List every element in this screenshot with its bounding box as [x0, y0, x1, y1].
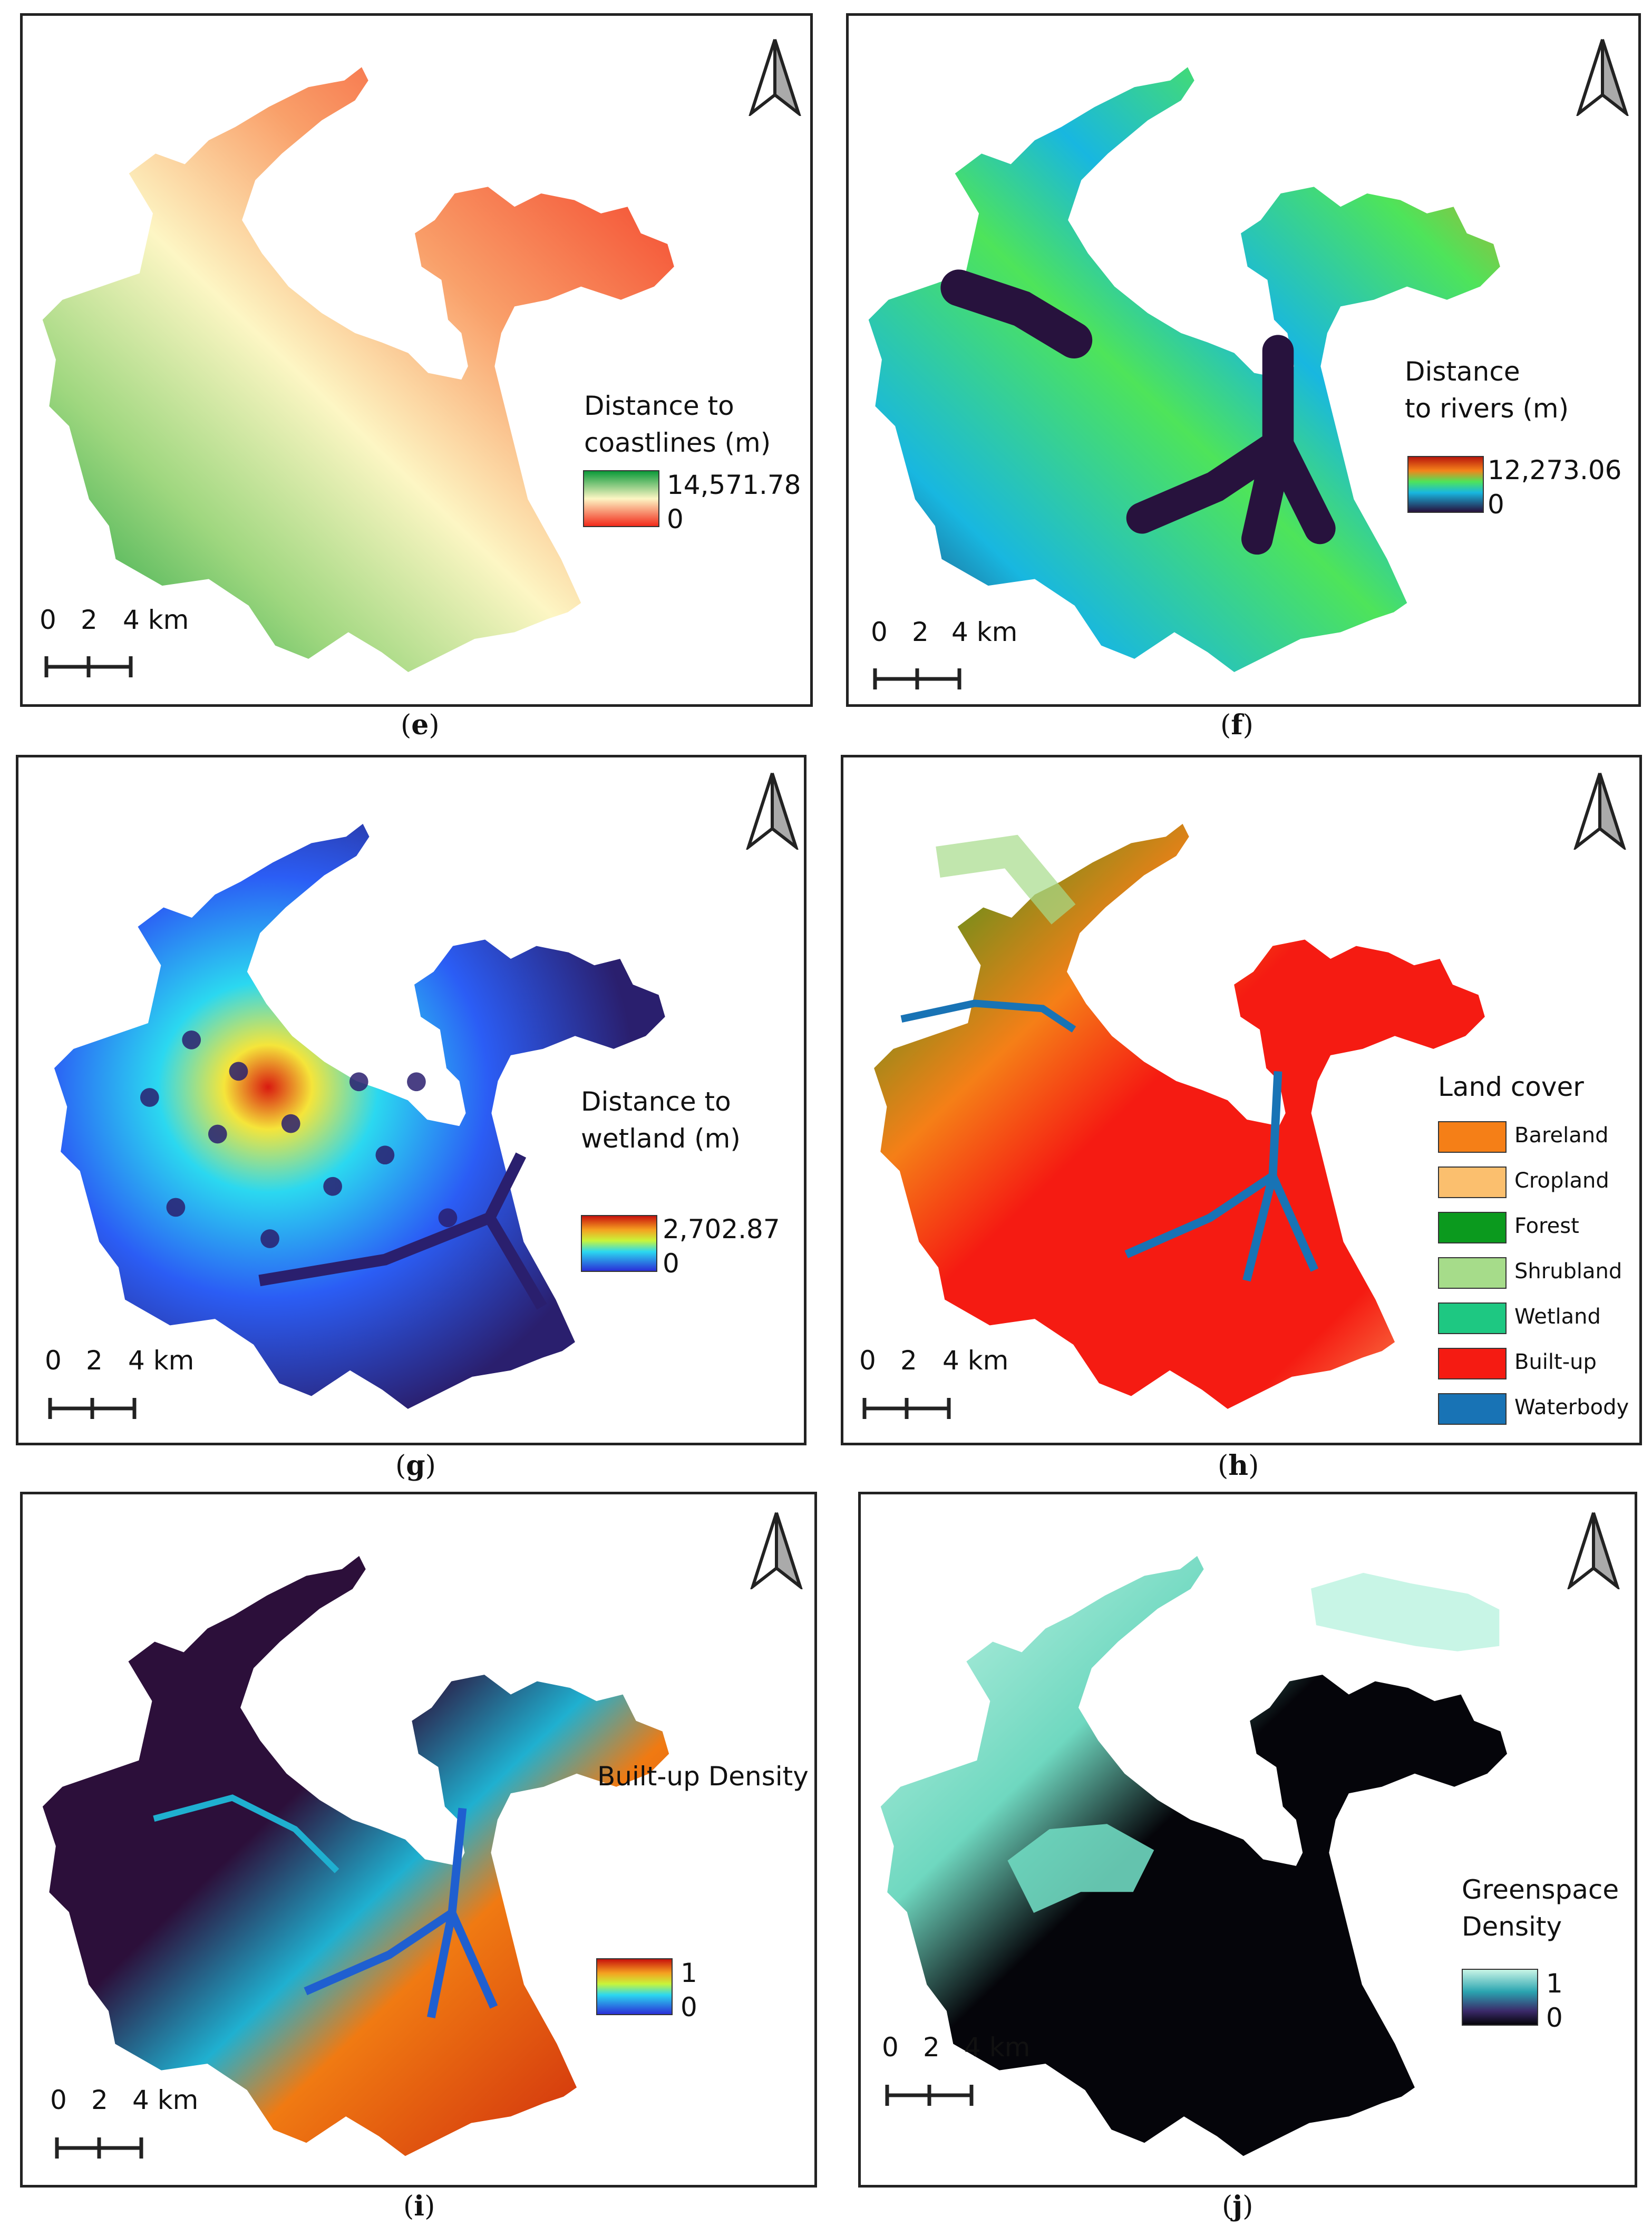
legend-max-label: 2,702.87 [663, 1214, 780, 1245]
legend-title: Distance to rivers (m) [1405, 356, 1569, 424]
legend-label: Waterbody [1514, 1395, 1629, 1420]
panel-e-map: Distance to coastlines (m) 14,571.78 0 0… [20, 13, 813, 707]
legend-max-label: 14,571.78 [667, 470, 801, 500]
panel-g-map: Distance to wetland (m) 2,702.87 0 0 2 4… [16, 755, 806, 1445]
north-arrow-icon [1576, 39, 1629, 116]
legend-swatch [1438, 1167, 1507, 1198]
scale-tick-4: 4 km [964, 2032, 1031, 2063]
legend-swatch [1438, 1302, 1507, 1334]
north-arrow-icon [746, 773, 799, 850]
map-greenspace-density [880, 1556, 1508, 2156]
scale-bar [55, 2137, 143, 2159]
scale-tick-2: 2 [900, 1345, 917, 1376]
scale-tick-0: 0 [45, 1345, 62, 1376]
legend-max-label: 1 [681, 1958, 697, 1988]
north-arrow-icon [750, 1512, 803, 1589]
panel-f-map: Distance to rivers (m) 12,273.06 0 0 2 4… [846, 13, 1641, 707]
legend-color-ramp [1407, 456, 1484, 513]
legend-title: Greenspace Density [1462, 1874, 1619, 1942]
scale-tick-0: 0 [50, 2085, 67, 2115]
legend-max-label: 1 [1546, 1968, 1563, 1999]
scale-tick-2: 2 [91, 2085, 108, 2115]
scale-tick-0: 0 [40, 605, 56, 635]
legend-color-ramp [1462, 1969, 1538, 2026]
caption-e: (e) [401, 709, 440, 741]
caption-i: (i) [403, 2190, 435, 2222]
map-land-cover [874, 823, 1485, 1409]
map-coast-distance [42, 67, 674, 673]
caption-f: (f) [1220, 709, 1253, 741]
north-arrow-icon [749, 39, 801, 116]
scale-tick-0: 0 [859, 1345, 876, 1376]
legend-label: Bareland [1514, 1123, 1609, 1148]
scale-tick-4: 4 km [132, 2085, 199, 2115]
scale-bar [873, 668, 961, 689]
legend-title: Distance to coastlines (m) [584, 391, 771, 458]
scale-bar [885, 2085, 974, 2106]
scale-bar [862, 1398, 951, 1419]
legend-label: Shrubland [1514, 1259, 1622, 1284]
legend-label: Forest [1514, 1214, 1579, 1238]
legend-min-label: 0 [681, 1992, 697, 2023]
north-arrow-icon [1567, 1512, 1620, 1589]
legend-label: Wetland [1514, 1305, 1601, 1329]
panel-h-map: Land cover Bareland Cropland Forest Shru… [841, 755, 1642, 1445]
legend-min-label: 0 [663, 1248, 679, 1279]
legend-title: Built-up Density [597, 1761, 809, 1792]
legend-title: Land cover [1438, 1072, 1584, 1102]
scale-tick-0: 0 [871, 617, 888, 647]
legend-min-label: 0 [1546, 2003, 1563, 2033]
legend-swatch [1438, 1348, 1507, 1379]
legend-label: Built-up [1514, 1350, 1597, 1374]
caption-g: (g) [395, 1450, 436, 1482]
scale-tick-2: 2 [81, 605, 98, 635]
panel-j-map: Greenspace Density 1 0 0 2 4 km [858, 1492, 1637, 2188]
panel-i-map: Built-up Density 1 0 0 2 4 km [20, 1492, 817, 2188]
legend-color-ramp [583, 470, 659, 527]
legend-label: Cropland [1514, 1169, 1609, 1193]
legend-swatch [1438, 1212, 1507, 1243]
scale-tick-2: 2 [86, 1345, 103, 1376]
map-wetland-distance [54, 823, 665, 1409]
legend-color-ramp [596, 1958, 673, 2015]
land-cover-legend: Bareland Cropland Forest Shrubland Wetla… [1438, 1121, 1638, 1437]
legend-min-label: 0 [1488, 489, 1504, 520]
caption-h: (h) [1218, 1450, 1259, 1482]
map-river-distance [868, 67, 1500, 673]
scale-tick-4: 4 km [123, 605, 189, 635]
north-arrow-icon [1573, 773, 1626, 850]
legend-title: Distance to wetland (m) [581, 1086, 741, 1154]
scale-tick-4: 4 km [942, 1345, 1009, 1376]
legend-min-label: 0 [667, 504, 684, 534]
scale-tick-4: 4 km [951, 617, 1018, 647]
caption-j: (j) [1222, 2190, 1253, 2222]
scale-tick-4: 4 km [128, 1345, 195, 1376]
legend-swatch [1438, 1121, 1507, 1153]
legend-swatch [1438, 1393, 1507, 1425]
legend-color-ramp [581, 1215, 657, 1272]
scale-bar [44, 656, 133, 677]
scale-tick-2: 2 [912, 617, 929, 647]
scale-tick-0: 0 [882, 2032, 899, 2063]
map-built-up-density [42, 1556, 669, 2156]
scale-tick-2: 2 [923, 2032, 940, 2063]
legend-max-label: 12,273.06 [1488, 455, 1622, 485]
legend-swatch [1438, 1257, 1507, 1289]
scale-bar [48, 1398, 137, 1419]
